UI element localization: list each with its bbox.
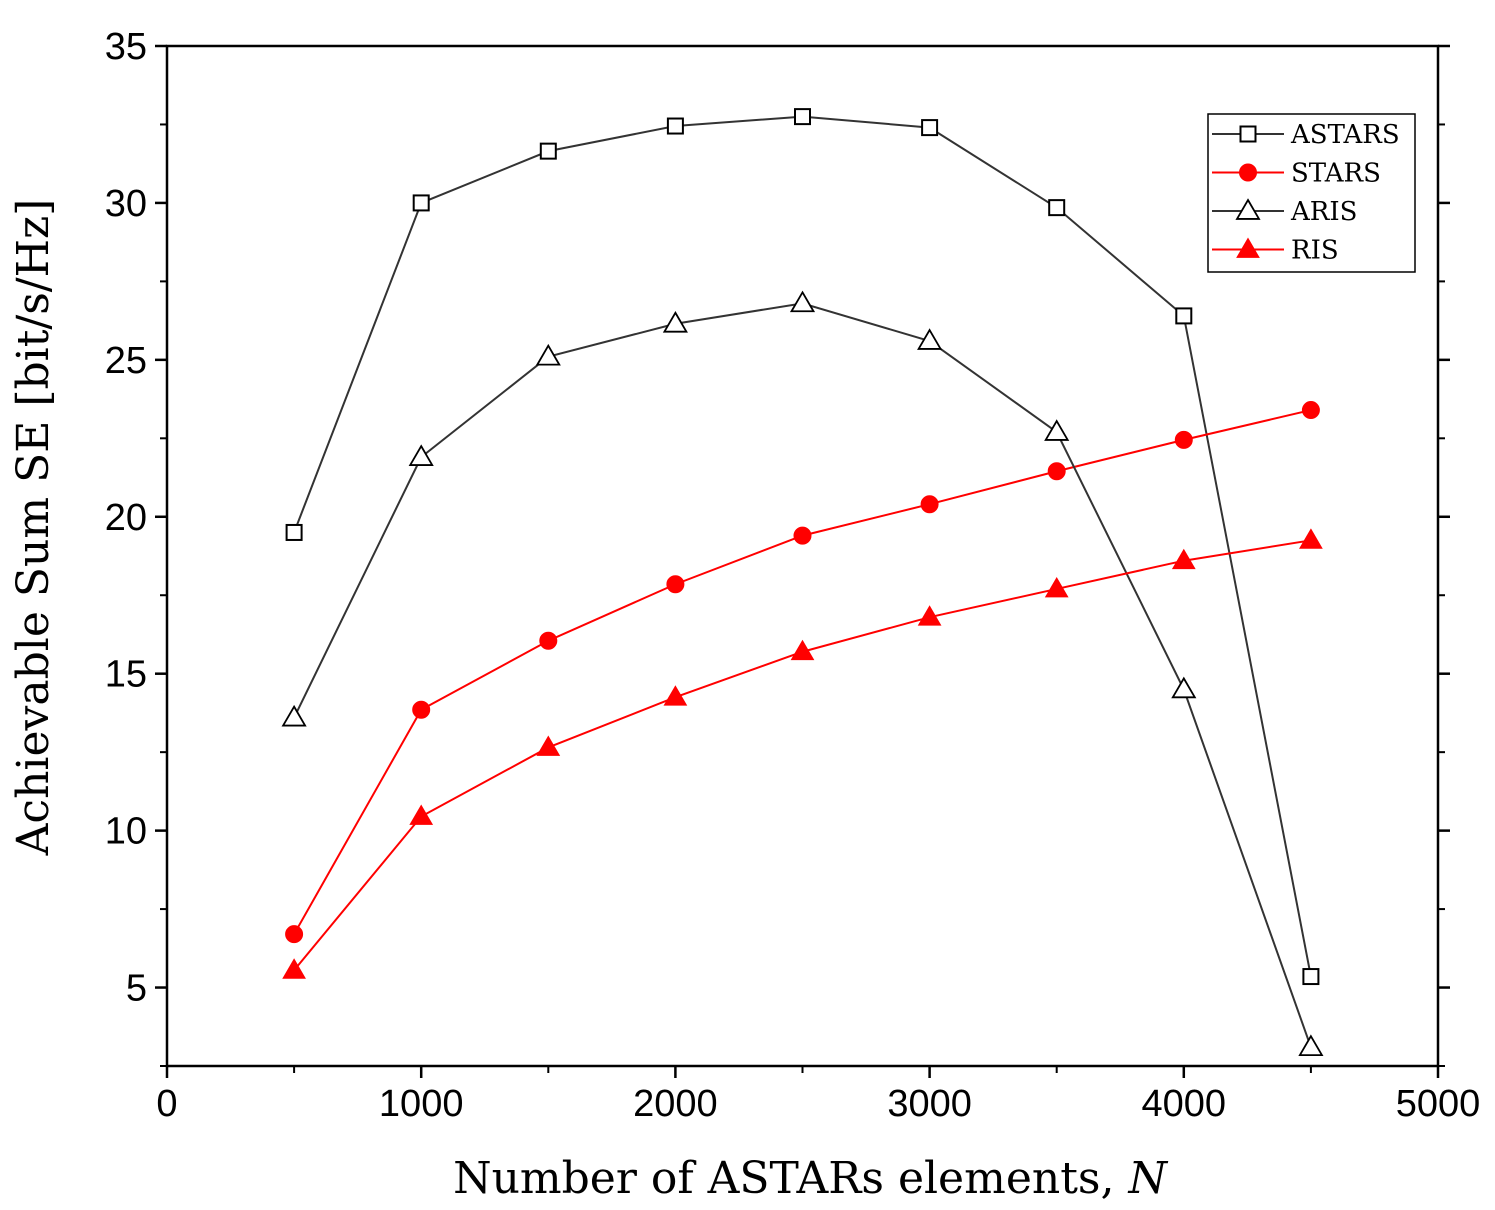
legend-label-aris: ARIS	[1290, 197, 1357, 227]
data-point-aris	[662, 310, 688, 333]
data-point-ris	[1171, 548, 1196, 570]
data-point-astars	[1048, 199, 1066, 217]
data-point-stars	[1174, 430, 1193, 449]
data-point-ris	[536, 735, 561, 756]
data-point-ris	[790, 639, 815, 661]
series-layer	[281, 108, 1324, 1056]
legend-marker-aris	[1235, 198, 1261, 220]
y-tick-label: 5	[126, 968, 147, 1010]
data-point-stars	[412, 700, 431, 719]
data-point-stars	[1301, 401, 1320, 420]
data-point-ris	[663, 685, 688, 706]
data-point-aris	[281, 704, 307, 727]
legend-entry-astars: ASTARS	[1212, 120, 1400, 150]
legend-marker-astars	[1239, 125, 1257, 143]
x-tick-label: 5000	[1396, 1083, 1481, 1125]
legend-marker-ris	[1236, 237, 1260, 258]
data-point-astars	[539, 142, 557, 160]
data-point-ris	[1299, 528, 1323, 549]
data-point-astars	[666, 117, 684, 135]
series-stars	[285, 401, 1320, 944]
data-point-ris	[409, 804, 434, 825]
legend-marker-stars	[1239, 163, 1257, 182]
legend-entry-aris: ARIS	[1212, 197, 1357, 227]
y-tick-label: 25	[105, 340, 147, 382]
data-point-stars	[1047, 462, 1066, 481]
y-tick-label: 20	[105, 497, 147, 539]
x-tick-label: 1000	[379, 1083, 464, 1125]
y-tick-label: 15	[105, 654, 147, 696]
y-tick-label: 30	[105, 183, 147, 225]
data-point-ris	[917, 605, 942, 626]
data-point-aris	[535, 343, 561, 366]
series-line-aris	[293, 302, 1312, 1048]
data-point-stars	[666, 575, 685, 594]
series-line-stars	[293, 409, 1312, 935]
data-point-stars	[920, 495, 939, 514]
data-point-stars	[793, 526, 812, 545]
data-point-ris	[282, 958, 306, 979]
legend-entry-ris: RIS	[1212, 236, 1339, 266]
series-ris	[282, 528, 1323, 979]
data-point-astars	[1175, 307, 1193, 325]
data-point-aris	[917, 328, 943, 350]
legend-entry-stars: STARS	[1212, 159, 1381, 189]
x-axis-title-text: Number of ASTARs elements,	[453, 1153, 1128, 1204]
x-axis-title: Number of ASTARs elements, N	[453, 1153, 1168, 1204]
series-line-ris	[293, 539, 1312, 971]
x-tick-label: 4000	[1142, 1083, 1227, 1125]
data-point-astars	[285, 523, 303, 541]
data-point-astars	[794, 108, 811, 126]
data-point-aris	[408, 444, 434, 466]
ticks-layer: 0 1000 2000 3000 4000 5000 5 10 15 20 25 30 35	[105, 26, 1481, 1125]
x-axis-title-variable: N	[1127, 1153, 1168, 1204]
data-point-ris	[1044, 576, 1069, 598]
data-point-astars	[412, 194, 430, 212]
data-point-aris	[789, 290, 816, 313]
data-point-aris	[1171, 676, 1197, 699]
data-point-stars	[285, 925, 304, 944]
y-axis-title: Achievable Sum SE [bit/s/Hz]	[8, 199, 59, 857]
legend-label-stars: STARS	[1291, 159, 1381, 189]
data-point-astars	[921, 119, 939, 137]
data-point-aris	[1298, 1034, 1324, 1056]
series-astars	[285, 108, 1320, 986]
y-tick-label: 10	[105, 811, 147, 853]
series-aris	[281, 290, 1324, 1056]
data-point-aris	[1044, 419, 1070, 441]
data-point-stars	[539, 631, 558, 650]
data-point-astars	[1302, 968, 1320, 986]
x-tick-label: 3000	[887, 1083, 972, 1125]
y-tick-label: 35	[105, 26, 147, 68]
plot-area-frame	[165, 44, 1440, 1068]
series-line-astars	[293, 115, 1312, 977]
legend-label-ris: RIS	[1291, 236, 1339, 266]
x-tick-label: 2000	[633, 1083, 718, 1125]
legend-label-astars: ASTARS	[1290, 120, 1400, 150]
x-tick-label: 0	[156, 1083, 177, 1125]
legend: ASTARS STARS ARIS RIS	[1207, 113, 1416, 273]
